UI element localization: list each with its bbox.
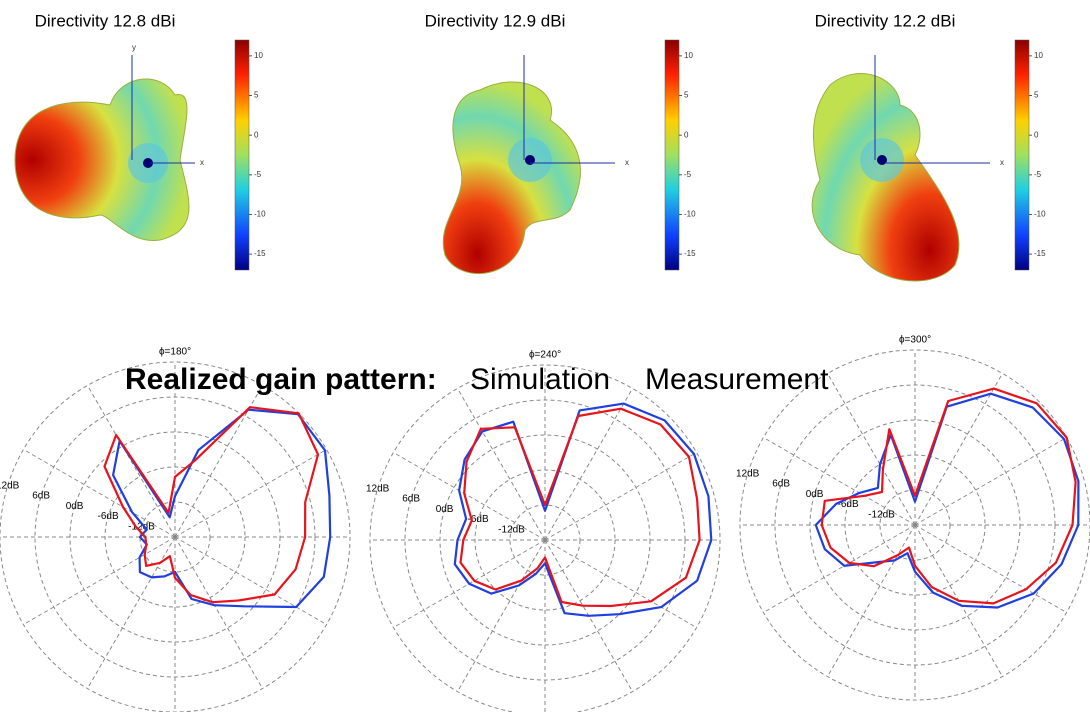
- colorbar-tick-label: 10: [684, 51, 693, 60]
- grid-ring: [474, 469, 616, 611]
- spoke: [393, 452, 546, 541]
- r-tick-label: 0dB: [66, 501, 84, 512]
- pattern-curve: [459, 407, 701, 608]
- spoke: [827, 524, 916, 677]
- colorbar-tick-label: 0: [684, 130, 689, 139]
- grid-ring: [34, 396, 316, 678]
- colorbar-tick-label: -10: [684, 210, 696, 219]
- colorbar-tick-label: -15: [684, 249, 696, 258]
- grid-ring: [404, 399, 686, 681]
- r-tick-label: -12dB: [128, 521, 155, 532]
- colorbar-tick-label: -15: [1034, 249, 1046, 258]
- colorbar-tick-label: -5: [254, 170, 262, 179]
- spoke: [544, 388, 633, 541]
- colorbar-tick-label: 5: [1034, 91, 1039, 100]
- spoke: [457, 388, 546, 541]
- pattern-curve: [103, 406, 320, 604]
- grid-ring: [104, 466, 246, 608]
- pattern-curve: [814, 392, 1080, 609]
- r-tick-label: -12dB: [498, 524, 525, 535]
- r-tick-label: 0dB: [806, 489, 824, 500]
- legend-title: Realized gain pattern:: [125, 363, 437, 396]
- axis-label: x: [1000, 158, 1004, 167]
- grid-ring: [844, 454, 986, 596]
- axis-label: y: [132, 43, 136, 52]
- colorbar: [234, 39, 250, 271]
- r-tick-label: -6dB: [467, 514, 488, 525]
- r-tick-label: 12dB: [736, 468, 760, 479]
- spoke: [457, 539, 546, 692]
- r-tick-label: 12dB: [366, 483, 390, 494]
- polar-title: ϕ=180°: [159, 347, 191, 358]
- spoke: [763, 524, 916, 613]
- spoke: [544, 452, 697, 541]
- panel-title: Directivity 12.9 dBi: [425, 11, 566, 30]
- legend-entry: Measurement: [645, 363, 829, 396]
- colorbar-tick-label: 0: [1034, 130, 1039, 139]
- polar-title: ϕ=300°: [899, 335, 931, 346]
- pattern-3d: [442, 55, 615, 275]
- r-tick-label: -6dB: [97, 511, 118, 522]
- r-tick-label: -6dB: [837, 499, 858, 510]
- r-tick-label: 0dB: [436, 504, 454, 515]
- axis-label: x: [200, 158, 204, 167]
- colorbar-tick-label: 0: [254, 130, 259, 139]
- colorbar-tick-label: -10: [1034, 210, 1046, 219]
- pattern-curve: [453, 402, 713, 617]
- colorbar: [664, 39, 680, 271]
- r-tick-label: 6dB: [402, 494, 420, 505]
- spoke: [763, 437, 916, 526]
- pattern-3d: [811, 55, 990, 282]
- legend-entry: Simulation: [470, 363, 610, 396]
- colorbar-tick-label: -15: [254, 249, 266, 258]
- grid-ring: [369, 364, 721, 712]
- pattern-3d: [14, 55, 195, 241]
- pattern-curve: [820, 387, 1077, 605]
- colorbar-tick-label: 10: [254, 51, 263, 60]
- colorbar-tick-label: 5: [254, 91, 259, 100]
- spoke: [174, 536, 327, 625]
- polar-title: ϕ=240°: [529, 350, 561, 361]
- grid-ring: [69, 431, 281, 643]
- spoke: [23, 536, 176, 625]
- colorbar-tick-label: 5: [684, 91, 689, 100]
- spoke: [914, 524, 1067, 613]
- r-tick-label: 12dB: [0, 480, 20, 491]
- r-tick-label: -12dB: [868, 509, 895, 520]
- colorbar-tick-label: 10: [1034, 51, 1043, 60]
- spoke: [544, 539, 697, 628]
- panel-title: Directivity 12.2 dBi: [815, 11, 956, 30]
- colorbar: [1014, 39, 1030, 271]
- grid-ring: [0, 361, 351, 712]
- spoke: [87, 536, 176, 689]
- spoke: [174, 449, 327, 538]
- spoke: [174, 536, 263, 689]
- pattern-curve: [112, 408, 332, 609]
- colorbar-tick-label: -5: [1034, 170, 1042, 179]
- grid-ring: [139, 501, 211, 573]
- grid-ring: [879, 489, 951, 561]
- spoke: [87, 385, 176, 538]
- spoke: [914, 373, 1003, 526]
- axis-label: x: [625, 158, 629, 167]
- spoke: [914, 437, 1067, 526]
- grid-ring: [809, 419, 1021, 631]
- r-tick-label: 6dB: [772, 479, 790, 490]
- grid-ring: [439, 434, 651, 646]
- r-tick-label: 6dB: [32, 491, 50, 502]
- spoke: [23, 449, 176, 538]
- spoke: [174, 385, 263, 538]
- panel-title: Directivity 12.8 dBi: [35, 11, 176, 30]
- colorbar-tick-label: -10: [254, 210, 266, 219]
- spoke: [827, 373, 916, 526]
- grid-ring: [774, 384, 1056, 666]
- grid-ring: [739, 349, 1090, 701]
- colorbar-tick-label: -5: [684, 170, 692, 179]
